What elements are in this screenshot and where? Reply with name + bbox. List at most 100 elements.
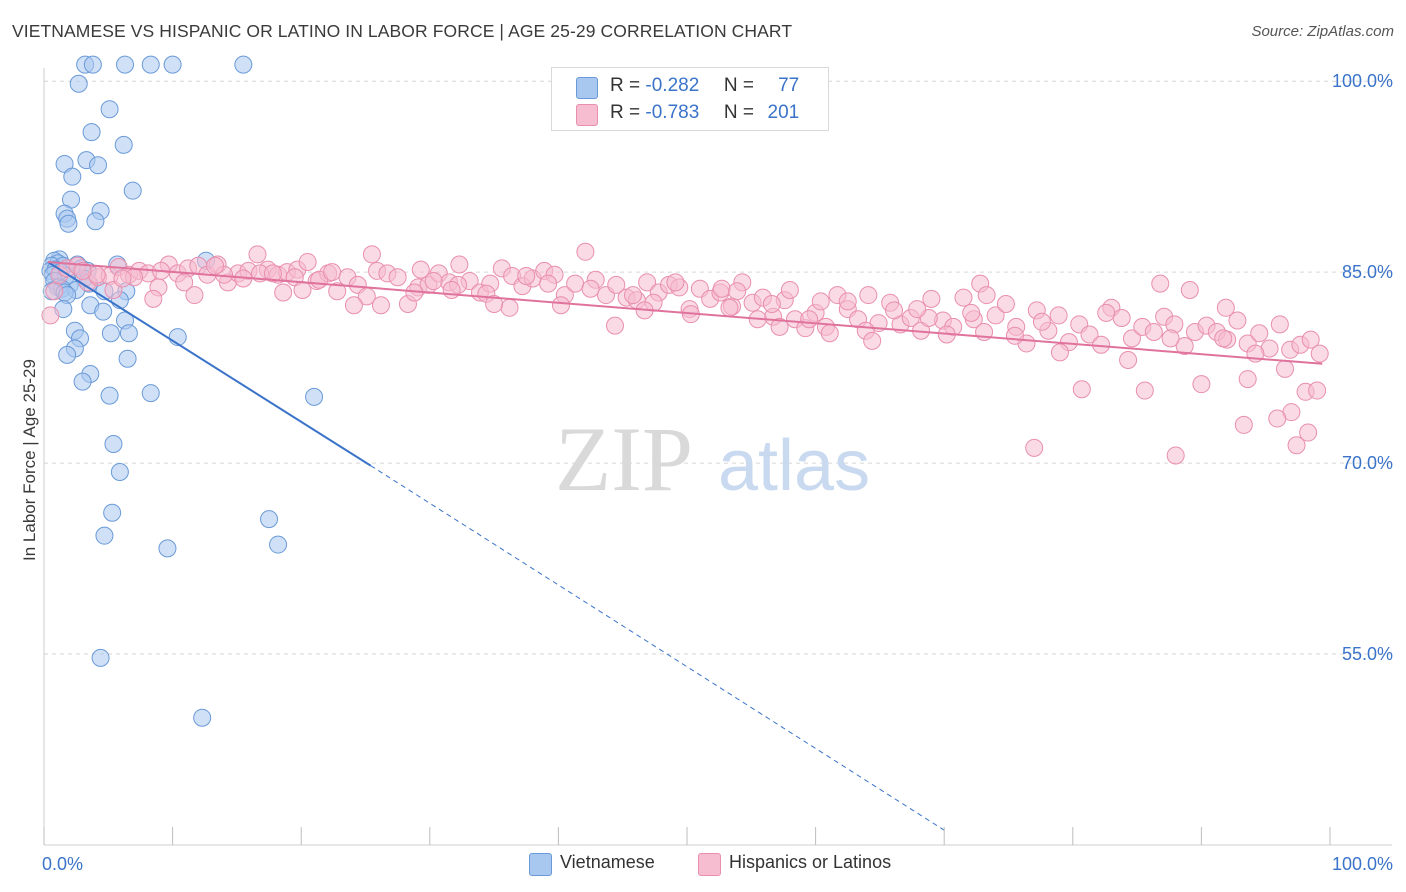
- hispanic-point: [1119, 350, 1138, 369]
- hispanic-point: [344, 296, 363, 315]
- watermark-atlas: atlas: [718, 426, 870, 506]
- vietnamese-point: [119, 324, 138, 343]
- hispanic-point: [885, 301, 904, 320]
- source-label: Source: ZipAtlas.com: [1251, 23, 1394, 40]
- hispanic-point: [442, 280, 461, 299]
- hispanic-point: [712, 279, 731, 298]
- hispanic-point: [1080, 325, 1099, 344]
- trend-lines: [47, 260, 1323, 832]
- hispanic-point: [1144, 322, 1163, 341]
- vietnamese-point: [110, 463, 129, 482]
- legend-n-value-hispanic: 201: [767, 102, 800, 123]
- hispanic-point: [954, 288, 973, 307]
- vietnamese-point: [141, 55, 160, 74]
- hispanic-point: [1228, 311, 1247, 330]
- vietnamese-point: [123, 181, 142, 200]
- hispanic-point: [362, 245, 381, 264]
- vietnamese-point: [59, 214, 78, 233]
- legend-r-value-hispanic: -0.783: [645, 102, 700, 123]
- vietnamese-point: [101, 324, 120, 343]
- hispanic-point: [1112, 308, 1131, 327]
- hispanic-point: [185, 286, 204, 305]
- vietnamese-point: [95, 526, 114, 545]
- hispanic-point: [485, 294, 504, 313]
- hispanic-point: [293, 280, 312, 299]
- grid-lines: [44, 80, 1392, 655]
- vietnamese-points: [41, 55, 324, 727]
- hispanic-point: [1161, 329, 1180, 348]
- hispanic-point: [908, 300, 927, 319]
- hispanic-point: [517, 266, 536, 285]
- vietnamese-point: [269, 535, 288, 554]
- hispanic-point: [1214, 329, 1233, 348]
- x-tick-label-min: 0.0%: [42, 854, 83, 874]
- hispanic-point: [780, 280, 799, 299]
- vietnamese-point: [193, 708, 212, 727]
- hispanic-point: [411, 260, 430, 279]
- legend-n-label: N =: [723, 102, 754, 123]
- legend-r-value-vietnamese: -0.282: [645, 75, 700, 96]
- hispanic-point: [566, 274, 585, 293]
- series-swatch-vietnamese: [529, 853, 552, 876]
- legend-n-label: N =: [723, 75, 754, 96]
- vietnamese-point: [82, 123, 101, 142]
- hispanic-point: [450, 255, 469, 274]
- hispanic-point: [996, 294, 1015, 313]
- vietnamese-point: [234, 55, 253, 74]
- hispanic-point: [1234, 415, 1253, 434]
- vietnamese-point: [163, 55, 182, 74]
- hispanic-point: [1301, 330, 1320, 349]
- vietnamese-point: [141, 384, 160, 403]
- hispanic-point: [1135, 381, 1154, 400]
- vietnamese-point: [100, 386, 119, 405]
- vietnamese-point: [114, 135, 133, 154]
- vietnamese-point: [83, 55, 102, 74]
- hispanic-point: [1216, 298, 1235, 317]
- vietnamese-point: [305, 387, 324, 406]
- series-label-vietnamese: Vietnamese: [560, 852, 655, 872]
- vietnamese-point: [86, 212, 105, 231]
- hispanic-point: [41, 306, 60, 325]
- hispanic-point: [770, 317, 789, 336]
- vietnamese-point: [104, 435, 123, 454]
- vietnamese-point: [63, 167, 82, 186]
- hispanic-point: [328, 282, 347, 301]
- hispanic-point: [274, 283, 293, 302]
- series-swatch-hispanic: [698, 853, 721, 876]
- hispanic-point: [728, 282, 747, 301]
- hispanic-point: [1268, 409, 1287, 428]
- hispanic-point: [1050, 343, 1069, 362]
- hispanic-point: [977, 286, 996, 305]
- hispanic-point: [73, 261, 92, 280]
- vietnamese-point: [100, 100, 119, 119]
- axes: [43, 68, 1392, 846]
- hispanic-point: [551, 296, 570, 315]
- hispanic-point: [1308, 381, 1327, 400]
- hispanic-point: [1238, 370, 1257, 389]
- vietnamese-point: [116, 55, 135, 74]
- hispanic-point: [811, 292, 830, 311]
- hispanic-point: [922, 289, 941, 308]
- hispanic-point: [1005, 326, 1024, 345]
- vietnamese-trend-extension: [370, 465, 946, 832]
- hispanic-point: [263, 264, 282, 283]
- hispanic-point: [607, 275, 626, 294]
- hispanic-point: [666, 273, 685, 292]
- legend-n-value-vietnamese: 77: [778, 75, 800, 96]
- vietnamese-trend-line: [47, 261, 372, 467]
- hispanic-point: [820, 324, 839, 343]
- hispanic-point: [323, 263, 342, 282]
- y-tick-label: 55.0%: [1342, 644, 1393, 664]
- tick-labels: 55.0% 70.0% 85.0% 100.0% 0.0% 100.0%: [42, 71, 1393, 874]
- hispanic-point: [1049, 306, 1068, 325]
- vietnamese-point: [158, 539, 177, 558]
- hispanic-point: [371, 296, 390, 315]
- hispanic-point: [863, 331, 882, 350]
- hispanic-point: [298, 252, 317, 271]
- hispanic-point: [1310, 344, 1329, 363]
- hispanic-point: [576, 242, 595, 261]
- y-tick-label: 100.0%: [1332, 71, 1393, 91]
- hispanic-point: [859, 286, 878, 305]
- hispanic-point: [144, 289, 163, 308]
